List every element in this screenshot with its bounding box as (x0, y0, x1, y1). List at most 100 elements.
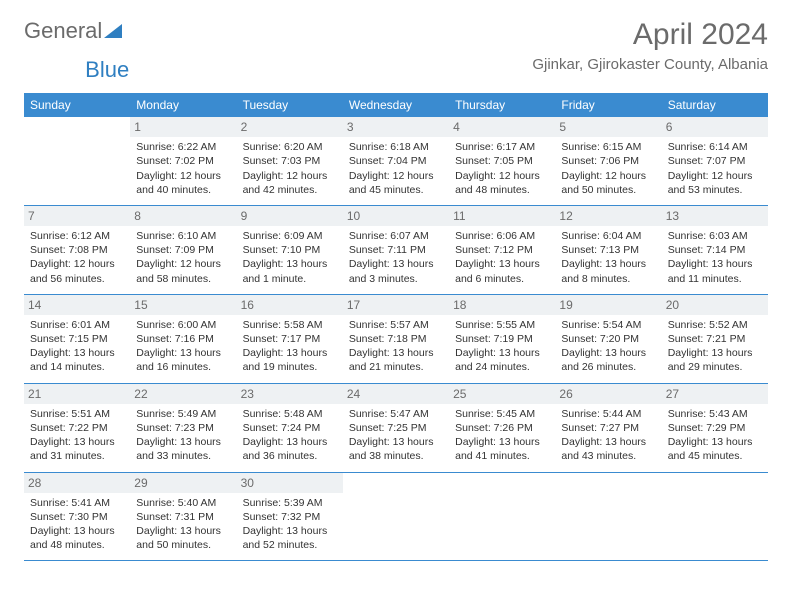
sunrise-text: Sunrise: 6:03 AM (668, 229, 762, 243)
day-cell: 14Sunrise: 6:01 AMSunset: 7:15 PMDayligh… (24, 294, 130, 383)
brand-part2: Blue (85, 57, 129, 83)
day-cell: 15Sunrise: 6:00 AMSunset: 7:16 PMDayligh… (130, 294, 236, 383)
sunrise-text: Sunrise: 6:17 AM (455, 140, 549, 154)
sunrise-text: Sunrise: 6:06 AM (455, 229, 549, 243)
dow-sat: Saturday (662, 93, 768, 117)
daylight-text: Daylight: 13 hours and 31 minutes. (30, 435, 124, 463)
sunset-text: Sunset: 7:15 PM (30, 332, 124, 346)
daylight-text: Daylight: 13 hours and 36 minutes. (243, 435, 337, 463)
day-cell: 30Sunrise: 5:39 AMSunset: 7:32 PMDayligh… (237, 472, 343, 561)
day-number: 16 (237, 295, 343, 315)
day-number: 15 (130, 295, 236, 315)
day-number: 8 (130, 206, 236, 226)
day-cell: 9Sunrise: 6:09 AMSunset: 7:10 PMDaylight… (237, 205, 343, 294)
sunrise-text: Sunrise: 5:44 AM (561, 407, 655, 421)
week-row: 14Sunrise: 6:01 AMSunset: 7:15 PMDayligh… (24, 294, 768, 383)
daylight-text: Daylight: 12 hours and 48 minutes. (455, 169, 549, 197)
day-cell: 26Sunrise: 5:44 AMSunset: 7:27 PMDayligh… (555, 383, 661, 472)
day-cell: 24Sunrise: 5:47 AMSunset: 7:25 PMDayligh… (343, 383, 449, 472)
dow-row: Sunday Monday Tuesday Wednesday Thursday… (24, 93, 768, 117)
calendar-table: Sunday Monday Tuesday Wednesday Thursday… (24, 93, 768, 117)
day-number: 17 (343, 295, 449, 315)
day-number: 23 (237, 384, 343, 404)
sunset-text: Sunset: 7:29 PM (668, 421, 762, 435)
daylight-text: Daylight: 13 hours and 19 minutes. (243, 346, 337, 374)
day-number: 5 (555, 117, 661, 137)
day-number: 7 (24, 206, 130, 226)
daylight-text: Daylight: 13 hours and 16 minutes. (136, 346, 230, 374)
sunset-text: Sunset: 7:26 PM (455, 421, 549, 435)
sunset-text: Sunset: 7:32 PM (243, 510, 337, 524)
sunset-text: Sunset: 7:02 PM (136, 154, 230, 168)
sunrise-text: Sunrise: 6:12 AM (30, 229, 124, 243)
day-cell: . (449, 472, 555, 561)
day-number: 2 (237, 117, 343, 137)
sunset-text: Sunset: 7:11 PM (349, 243, 443, 257)
sunrise-text: Sunrise: 6:15 AM (561, 140, 655, 154)
day-number: 21 (24, 384, 130, 404)
day-cell: . (555, 472, 661, 561)
sunrise-text: Sunrise: 5:45 AM (455, 407, 549, 421)
day-cell: . (24, 117, 130, 205)
day-number: 3 (343, 117, 449, 137)
sunset-text: Sunset: 7:08 PM (30, 243, 124, 257)
day-number: 22 (130, 384, 236, 404)
sunset-text: Sunset: 7:12 PM (455, 243, 549, 257)
sunrise-text: Sunrise: 5:40 AM (136, 496, 230, 510)
sunset-text: Sunset: 7:27 PM (561, 421, 655, 435)
day-number: 19 (555, 295, 661, 315)
day-cell: 3Sunrise: 6:18 AMSunset: 7:04 PMDaylight… (343, 117, 449, 205)
day-number: 18 (449, 295, 555, 315)
sunrise-text: Sunrise: 5:51 AM (30, 407, 124, 421)
day-cell: . (343, 472, 449, 561)
sunrise-text: Sunrise: 6:04 AM (561, 229, 655, 243)
daylight-text: Daylight: 13 hours and 45 minutes. (668, 435, 762, 463)
day-number: 11 (449, 206, 555, 226)
day-cell: 5 Sunrise: 6:15 AMSunset: 7:06 PMDaylight… (555, 117, 661, 205)
sunset-text: Sunset: 7:30 PM (30, 510, 124, 524)
daylight-text: Daylight: 13 hours and 14 minutes. (30, 346, 124, 374)
dow-tue: Tuesday (237, 93, 343, 117)
day-cell: 6Sunrise: 6:14 AMSunset: 7:07 PMDaylight… (662, 117, 768, 205)
daylight-text: Daylight: 13 hours and 26 minutes. (561, 346, 655, 374)
sunrise-text: Sunrise: 5:55 AM (455, 318, 549, 332)
day-number: 14 (24, 295, 130, 315)
day-number: 27 (662, 384, 768, 404)
daylight-text: Daylight: 13 hours and 21 minutes. (349, 346, 443, 374)
sunset-text: Sunset: 7:07 PM (668, 154, 762, 168)
sunrise-text: Sunrise: 6:22 AM (136, 140, 230, 154)
day-number: 13 (662, 206, 768, 226)
daylight-text: Daylight: 13 hours and 50 minutes. (136, 524, 230, 552)
day-cell: 23Sunrise: 5:48 AMSunset: 7:24 PMDayligh… (237, 383, 343, 472)
day-cell: 2Sunrise: 6:20 AMSunset: 7:03 PMDaylight… (237, 117, 343, 205)
sunset-text: Sunset: 7:06 PM (561, 154, 655, 168)
day-number: 25 (449, 384, 555, 404)
daylight-text: Daylight: 13 hours and 52 minutes. (243, 524, 337, 552)
sunset-text: Sunset: 7:21 PM (668, 332, 762, 346)
month-title: April 2024 (532, 18, 768, 52)
day-cell: 22Sunrise: 5:49 AMSunset: 7:23 PMDayligh… (130, 383, 236, 472)
week-row: .1Sunrise: 6:22 AMSunset: 7:02 PMDayligh… (24, 117, 768, 205)
sunrise-text: Sunrise: 6:00 AM (136, 318, 230, 332)
daylight-text: Daylight: 13 hours and 38 minutes. (349, 435, 443, 463)
day-number: 30 (237, 473, 343, 493)
sunrise-text: Sunrise: 5:54 AM (561, 318, 655, 332)
sunset-text: Sunset: 7:09 PM (136, 243, 230, 257)
day-cell: 12Sunrise: 6:04 AMSunset: 7:13 PMDayligh… (555, 205, 661, 294)
sunrise-text: Sunrise: 5:41 AM (30, 496, 124, 510)
day-cell: 8Sunrise: 6:10 AMSunset: 7:09 PMDaylight… (130, 205, 236, 294)
week-row: 7 Sunrise: 6:12 AMSunset: 7:08 PM Daylight… (24, 205, 768, 294)
sunset-text: Sunset: 7:05 PM (455, 154, 549, 168)
day-number: 24 (343, 384, 449, 404)
day-number: 9 (237, 206, 343, 226)
calendar-weeks: .1Sunrise: 6:22 AMSunset: 7:02 PMDayligh… (24, 117, 768, 561)
dow-sun: Sunday (24, 93, 130, 117)
daylight-text: Daylight: 13 hours and 6 minutes. (455, 257, 549, 285)
sunset-text: Sunset: 7:20 PM (561, 332, 655, 346)
sunset-text: Sunset: 7:18 PM (349, 332, 443, 346)
daylight-text: Daylight: 12 hours and 50 minutes. (561, 169, 655, 197)
sunset-text: Sunset: 7:23 PM (136, 421, 230, 435)
sunset-text: Sunset: 7:10 PM (243, 243, 337, 257)
sunrise-text: Sunrise: 6:09 AM (243, 229, 337, 243)
daylight-text: Daylight: 12 hours and 58 minutes. (136, 257, 230, 285)
